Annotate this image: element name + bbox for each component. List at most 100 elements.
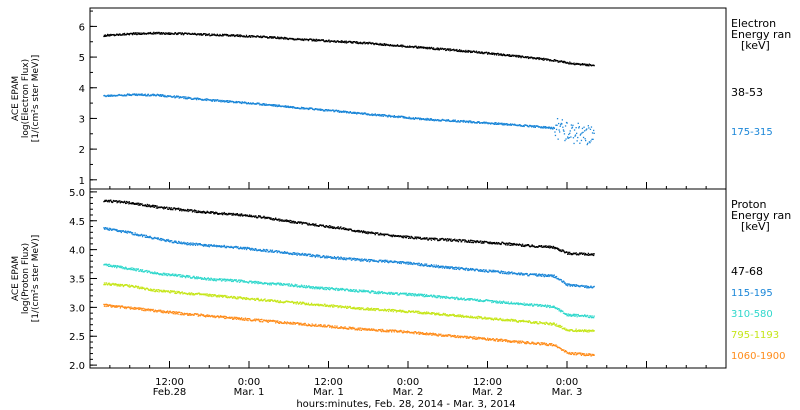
data-point bbox=[396, 261, 398, 263]
data-point bbox=[469, 268, 471, 271]
data-point bbox=[332, 288, 334, 290]
data-point bbox=[555, 128, 558, 131]
data-point bbox=[453, 120, 455, 122]
data-point bbox=[104, 283, 107, 286]
data-point bbox=[525, 303, 527, 305]
data-point bbox=[285, 251, 287, 254]
data-point bbox=[245, 246, 247, 249]
data-point bbox=[437, 47, 439, 49]
data-point bbox=[565, 138, 567, 140]
data-point bbox=[556, 60, 559, 62]
data-point bbox=[104, 199, 106, 202]
data-point bbox=[325, 109, 328, 111]
data-point bbox=[419, 237, 421, 239]
data-point bbox=[559, 310, 561, 312]
data-point bbox=[414, 117, 416, 120]
data-point bbox=[226, 100, 228, 102]
data-point bbox=[518, 272, 520, 274]
data-point bbox=[162, 290, 164, 293]
data-point bbox=[165, 240, 167, 243]
data-point bbox=[533, 304, 535, 307]
data-point bbox=[593, 65, 595, 67]
data-point bbox=[426, 294, 428, 296]
data-point bbox=[163, 239, 165, 241]
data-point bbox=[387, 262, 390, 264]
data-point bbox=[441, 267, 444, 269]
y-axis-label-line: ACE EPAM bbox=[11, 76, 21, 121]
data-point bbox=[399, 45, 401, 47]
data-point bbox=[218, 245, 220, 248]
data-point bbox=[149, 31, 152, 34]
data-point bbox=[113, 266, 116, 268]
data-point bbox=[568, 253, 570, 255]
data-point bbox=[205, 212, 207, 214]
data-point bbox=[278, 104, 280, 106]
data-point bbox=[146, 269, 148, 272]
data-point bbox=[224, 213, 226, 216]
data-point bbox=[268, 282, 270, 284]
data-point bbox=[130, 268, 133, 270]
data-point bbox=[220, 101, 222, 103]
data-point bbox=[294, 106, 296, 109]
data-point bbox=[284, 251, 286, 253]
data-point bbox=[116, 266, 118, 268]
data-point bbox=[211, 100, 214, 102]
data-point bbox=[228, 279, 231, 281]
data-point bbox=[552, 305, 554, 308]
data-point bbox=[259, 216, 261, 218]
data-point bbox=[431, 47, 434, 50]
data-point bbox=[577, 313, 579, 316]
data-point bbox=[461, 50, 463, 52]
data-point bbox=[331, 256, 333, 259]
data-point bbox=[130, 231, 133, 234]
data-point bbox=[481, 122, 483, 124]
data-point bbox=[433, 237, 435, 239]
data-point bbox=[266, 216, 268, 218]
data-point bbox=[196, 33, 198, 36]
data-point bbox=[107, 33, 109, 36]
data-point bbox=[165, 273, 168, 275]
data-point bbox=[422, 46, 424, 48]
data-point bbox=[138, 33, 140, 35]
data-point bbox=[334, 257, 337, 259]
data-point bbox=[290, 106, 293, 108]
data-point bbox=[531, 244, 533, 246]
data-point bbox=[247, 102, 250, 104]
data-point bbox=[436, 266, 438, 268]
data-point bbox=[403, 262, 405, 264]
data-point bbox=[212, 245, 214, 247]
data-point bbox=[405, 116, 408, 119]
data-point bbox=[267, 249, 269, 251]
data-point bbox=[184, 96, 186, 98]
data-point bbox=[490, 300, 492, 302]
data-point bbox=[447, 240, 449, 242]
data-point bbox=[129, 231, 132, 233]
data-point bbox=[170, 33, 172, 35]
data-point bbox=[290, 283, 293, 285]
data-point bbox=[569, 285, 571, 287]
data-point bbox=[160, 32, 162, 34]
data-point bbox=[212, 211, 214, 213]
data-point bbox=[518, 274, 521, 276]
data-point bbox=[104, 35, 106, 37]
data-point bbox=[123, 95, 125, 97]
data-point bbox=[326, 287, 328, 289]
data-point bbox=[181, 210, 183, 212]
data-point bbox=[400, 261, 402, 263]
data-point bbox=[262, 248, 265, 251]
data-point bbox=[407, 294, 409, 296]
data-point bbox=[571, 285, 574, 287]
data-point bbox=[329, 225, 331, 227]
data-point bbox=[451, 266, 453, 268]
data-point bbox=[140, 93, 142, 95]
data-point bbox=[420, 117, 422, 120]
data-point bbox=[328, 227, 330, 229]
data-point bbox=[162, 289, 164, 291]
data-point bbox=[284, 220, 286, 222]
data-point bbox=[128, 93, 130, 95]
data-point bbox=[354, 259, 356, 262]
data-point bbox=[167, 32, 169, 34]
data-point bbox=[160, 33, 162, 35]
data-point bbox=[549, 306, 551, 309]
data-point bbox=[289, 221, 292, 224]
